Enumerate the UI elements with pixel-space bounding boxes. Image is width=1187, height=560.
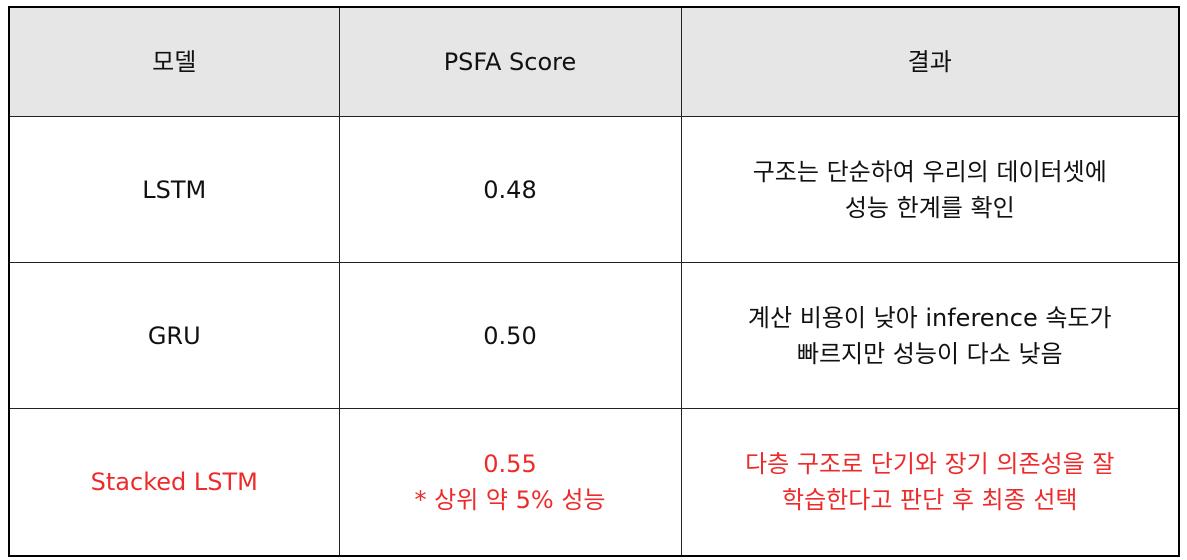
result-line-2: 빠르지만 성능이 다소 낮음 xyxy=(796,339,1063,368)
header-score: PSFA Score xyxy=(338,6,682,117)
table-row: GRU 0.50 계산 비용이 낮아 inference 속도가 빠르지만 성능… xyxy=(8,262,1180,409)
header-model: 모델 xyxy=(8,6,340,117)
cell-result-gru: 계산 비용이 낮아 inference 속도가 빠르지만 성능이 다소 낮음 xyxy=(680,262,1180,409)
cell-result-stacked-lstm: 다층 구조로 단기와 장기 의존성을 잘 학습한다고 판단 후 최종 선택 xyxy=(680,408,1180,557)
result-line-1: 다층 구조로 단기와 장기 의존성을 잘 xyxy=(745,450,1115,478)
cell-model-lstm: LSTM xyxy=(8,116,340,263)
result-line-2: 성능 한계를 확인 xyxy=(844,193,1015,222)
cell-score-stacked-lstm: 0.55 * 상위 약 5% 성능 xyxy=(338,408,682,557)
result-line-1: 구조는 단순하여 우리의 데이터셋에 xyxy=(752,157,1107,186)
cell-result-lstm: 구조는 단순하여 우리의 데이터셋에 성능 한계를 확인 xyxy=(680,116,1180,263)
cell-score-gru: 0.50 xyxy=(338,262,682,409)
cell-score-lstm: 0.48 xyxy=(338,116,682,263)
score-value: 0.55 xyxy=(483,450,537,478)
result-line-1: 계산 비용이 낮아 inference 속도가 xyxy=(747,303,1112,332)
header-result: 결과 xyxy=(680,6,1180,117)
result-line-2: 학습한다고 판단 후 최종 선택 xyxy=(782,486,1078,514)
table-header-row: 모델 PSFA Score 결과 xyxy=(8,6,1180,117)
model-comparison-table: 모델 PSFA Score 결과 LSTM 0.48 구조는 단순하여 우리의 … xyxy=(8,6,1180,557)
cell-model-gru: GRU xyxy=(8,262,340,409)
table-row-selected: Stacked LSTM 0.55 * 상위 약 5% 성능 다층 구조로 단기… xyxy=(8,408,1180,557)
score-note: * 상위 약 5% 성능 xyxy=(414,486,606,514)
table-row: LSTM 0.48 구조는 단순하여 우리의 데이터셋에 성능 한계를 확인 xyxy=(8,116,1180,263)
cell-model-stacked-lstm: Stacked LSTM xyxy=(8,408,340,557)
model-comparison-table-container: 모델 PSFA Score 결과 LSTM 0.48 구조는 단순하여 우리의 … xyxy=(8,6,1180,557)
